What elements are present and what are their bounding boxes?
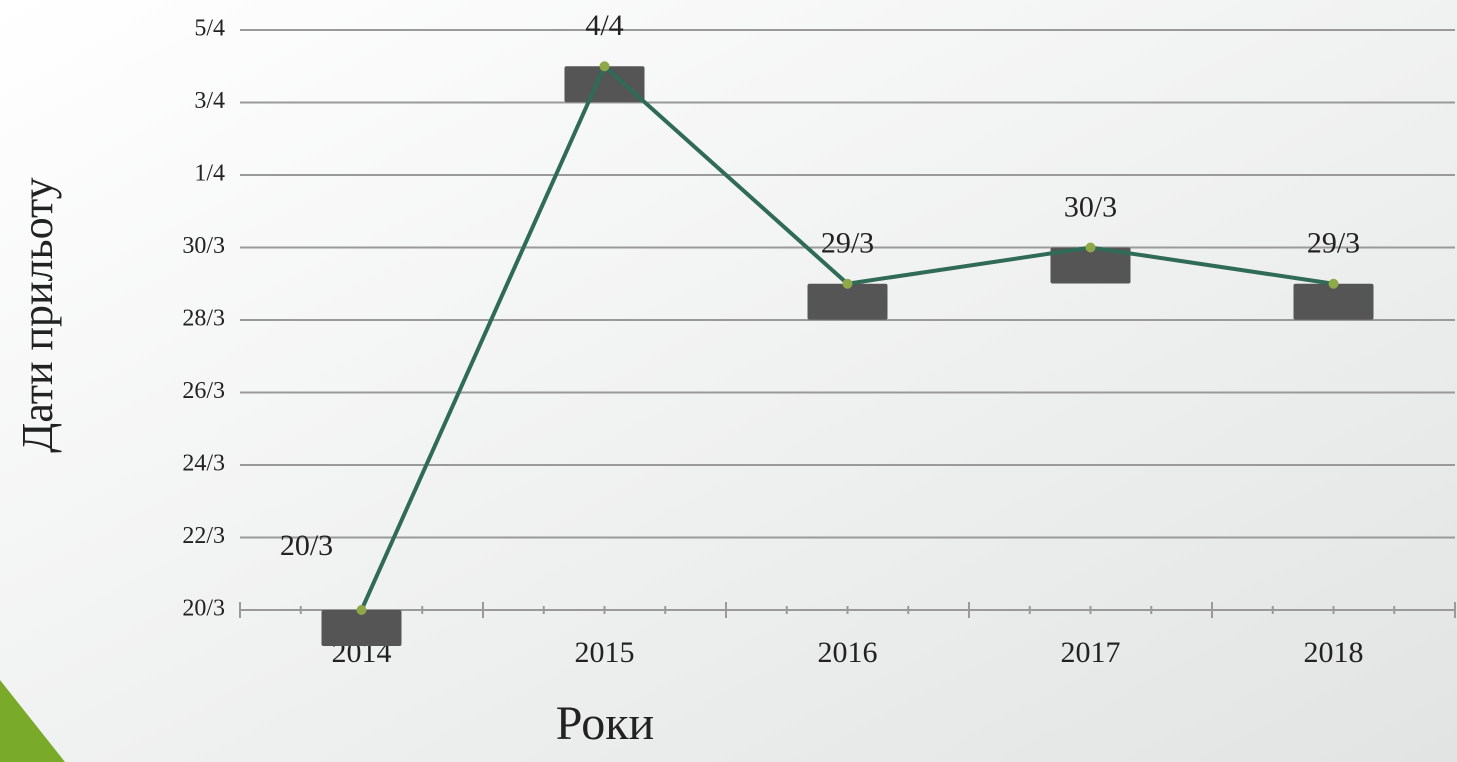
y-tick-label: 5/4 — [194, 16, 225, 42]
point — [1328, 278, 1339, 289]
data-label: 20/3 — [280, 529, 333, 562]
marker-box — [807, 283, 888, 320]
marker-box — [564, 66, 645, 103]
y-tick-label: 22/3 — [182, 523, 225, 549]
x-tick-label: 2016 — [818, 636, 878, 669]
y-tick-label: 3/4 — [194, 88, 225, 114]
y-tick-label: 30/3 — [182, 233, 225, 259]
marker-box — [321, 610, 402, 646]
y-tick-label: 26/3 — [182, 378, 225, 404]
y-axis-title: Дати прильоту — [13, 177, 62, 452]
point — [1085, 242, 1096, 253]
point — [842, 278, 853, 289]
corner-decoration — [0, 680, 65, 762]
y-tick-label: 28/3 — [182, 306, 225, 332]
marker-box — [1293, 283, 1374, 320]
y-tick-label: 1/4 — [194, 161, 225, 187]
y-tick-label: 24/3 — [182, 451, 225, 477]
point — [599, 61, 610, 72]
data-label: 4/4 — [585, 9, 623, 42]
x-tick-label: 2017 — [1061, 636, 1121, 669]
marker-box — [1050, 247, 1131, 284]
data-label: 30/3 — [1064, 190, 1117, 223]
x-axis-title: Роки — [556, 697, 655, 750]
data-label: 29/3 — [1307, 227, 1360, 260]
data-label: 29/3 — [821, 227, 874, 260]
point — [356, 605, 367, 615]
x-tick-label: 2018 — [1304, 636, 1364, 669]
x-tick-label: 2015 — [575, 636, 635, 669]
y-tick-label: 20/3 — [182, 596, 225, 622]
